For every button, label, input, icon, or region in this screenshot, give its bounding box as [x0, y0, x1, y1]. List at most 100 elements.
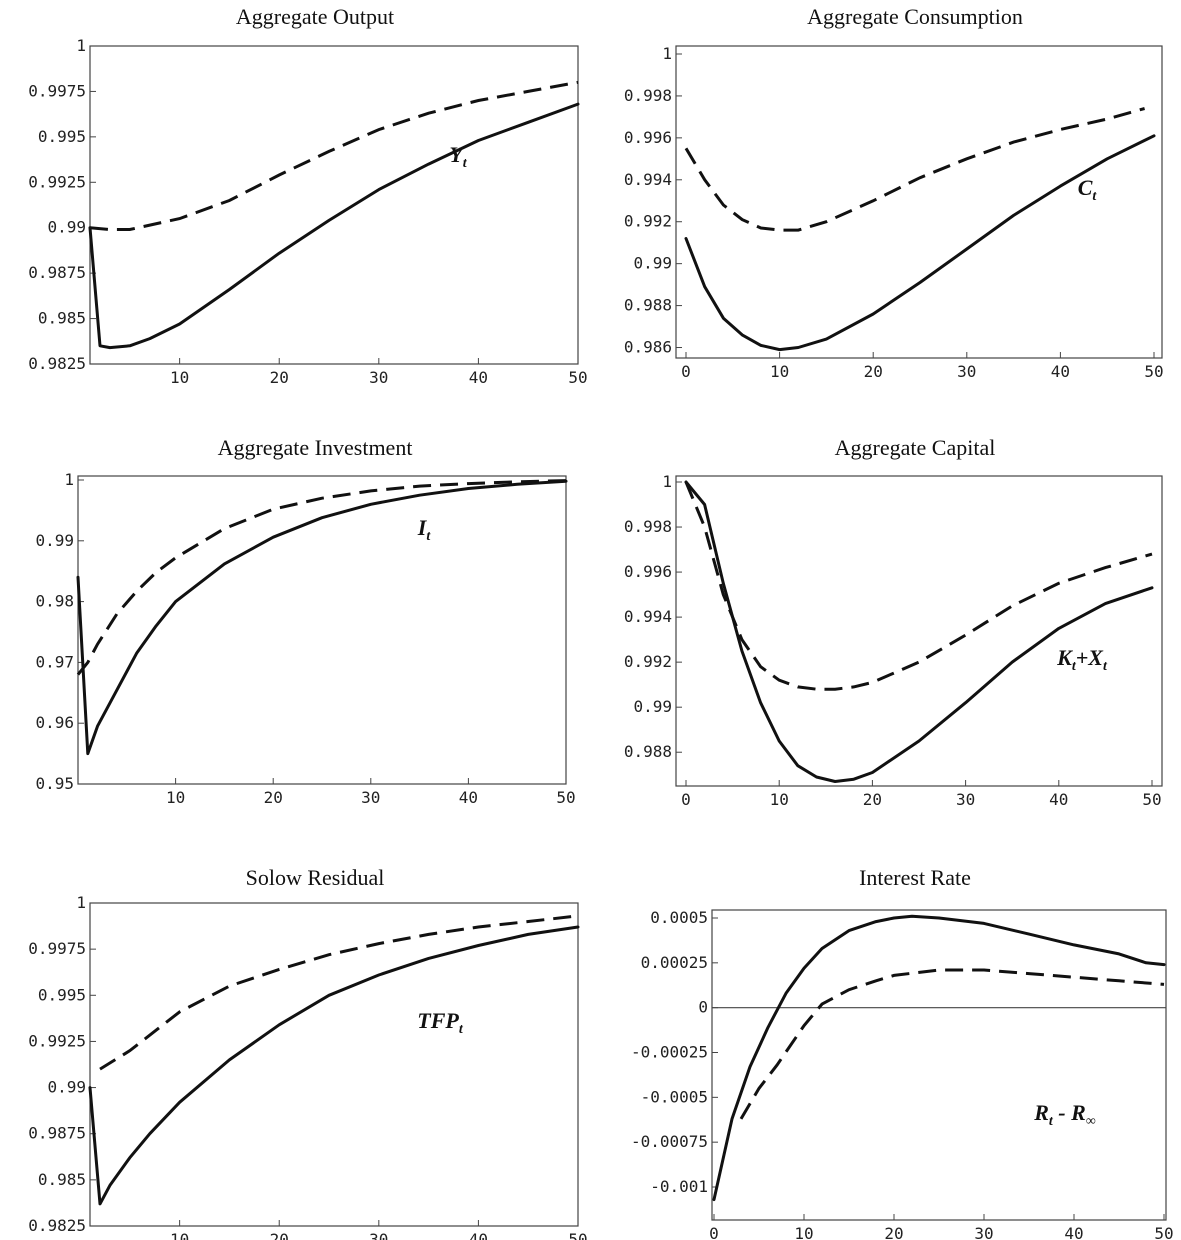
- series-line-solid: [684, 480, 1154, 783]
- x-tick-label: 10: [166, 788, 185, 807]
- x-tick-label: 40: [459, 788, 478, 807]
- y-tick-label: 0.99: [47, 1078, 86, 1097]
- y-tick-label: 0.00025: [641, 953, 708, 972]
- y-tick-label: 0.96: [35, 713, 74, 732]
- y-tick-label: 0.9975: [28, 939, 86, 958]
- y-tick-label: 0.99: [47, 218, 86, 237]
- y-tick-label: -0.00075: [631, 1132, 708, 1151]
- series-line-dashed: [76, 479, 567, 676]
- y-tick-label: 0.994: [624, 607, 672, 626]
- x-tick-label: 20: [270, 1230, 289, 1240]
- x-tick-label: 50: [568, 368, 587, 387]
- series-annotation: Yt: [449, 142, 467, 171]
- x-tick-label: 50: [1142, 790, 1161, 809]
- x-tick-label: 30: [956, 790, 975, 809]
- x-tick-label: 20: [884, 1224, 903, 1240]
- x-tick-label: 30: [957, 362, 976, 381]
- x-tick-label: 20: [264, 788, 283, 807]
- chart-panel-6: Interest Rate 0.0005 0.00025 0 -0.00025 -0.00…: [631, 865, 1174, 1240]
- y-tick-label: 0.992: [624, 652, 672, 671]
- series-annotation: Kt+Xt: [1056, 645, 1108, 674]
- y-tick-label: -0.001: [650, 1177, 708, 1196]
- y-tick-label: 0.988: [624, 742, 672, 761]
- x-tick-label: 20: [270, 368, 289, 387]
- x-tick-label: 50: [1154, 1224, 1173, 1240]
- series-line-dashed: [99, 914, 579, 1071]
- y-tick-label: 0.99: [633, 697, 672, 716]
- series-line-dashed: [684, 481, 1153, 691]
- chart-title: Interest Rate: [859, 865, 971, 890]
- y-tick-label: 0.97: [35, 652, 74, 671]
- y-tick-label: 0.995: [38, 127, 86, 146]
- series-annotation: It: [417, 515, 432, 544]
- y-tick-label: -0.0005: [641, 1087, 708, 1106]
- series-line-solid: [76, 479, 568, 756]
- y-tick-label: 0.996: [624, 562, 672, 581]
- y-tick-label: 0.998: [624, 86, 672, 105]
- y-tick-label: 0.0005: [650, 908, 708, 927]
- chart-title: Aggregate Investment: [218, 435, 413, 460]
- series-annotation: Ct: [1078, 175, 1098, 204]
- plot-frame: [675, 45, 1163, 359]
- y-tick-label: 0.996: [624, 128, 672, 147]
- series-line-solid: [712, 914, 1166, 1202]
- y-tick-label: 1: [64, 470, 74, 489]
- chart-panel-2: Aggregate Consumption 1 0.998 0.996 0.994 0.9…: [624, 4, 1164, 381]
- x-tick-label: 30: [361, 788, 380, 807]
- chart-title: Solow Residual: [246, 865, 385, 890]
- y-tick-label: 0.985: [38, 309, 86, 328]
- series-line-solid: [88, 925, 580, 1206]
- y-tick-label: 0.995: [38, 985, 86, 1004]
- chart-panel-5: Solow Residual 1 0.9975 0.995 0.9925 0.99 0.98…: [28, 865, 587, 1240]
- x-tick-label: 40: [469, 1230, 488, 1240]
- x-tick-label: 0: [681, 362, 691, 381]
- y-tick-label: 0.9925: [28, 172, 86, 191]
- x-tick-label: 10: [770, 362, 789, 381]
- y-tick-label: 0.9825: [28, 1216, 86, 1235]
- x-tick-label: 20: [864, 362, 883, 381]
- y-tick-label: 0.9975: [28, 81, 86, 100]
- x-tick-label: 30: [369, 368, 388, 387]
- y-tick-label: -0.00025: [631, 1043, 708, 1062]
- y-tick-label: 0.99: [35, 531, 74, 550]
- plot-frame: [711, 909, 1167, 1221]
- chart-title: Aggregate Output: [236, 4, 394, 29]
- x-tick-label: 10: [170, 368, 189, 387]
- x-tick-label: 40: [1051, 362, 1070, 381]
- plot-frame: [89, 902, 579, 1227]
- chart-title: Aggregate Consumption: [807, 4, 1023, 29]
- plot-frame: [89, 45, 579, 365]
- y-tick-label: 1: [662, 44, 672, 63]
- y-tick-label: 1: [76, 36, 86, 55]
- y-tick-label: 0.98: [35, 592, 74, 611]
- x-tick-label: 50: [568, 1230, 587, 1240]
- y-tick-label: 1: [76, 893, 86, 912]
- y-tick-label: 0.985: [38, 1170, 86, 1189]
- y-tick-label: 0.9925: [28, 1031, 86, 1050]
- x-tick-label: 0: [681, 790, 691, 809]
- series-annotation: Rt - R∞: [1033, 1100, 1096, 1129]
- y-tick-label: 0.9875: [28, 263, 86, 282]
- y-tick-label: 0.9875: [28, 1124, 86, 1143]
- y-tick-label: 0.99: [633, 254, 672, 273]
- x-tick-label: 40: [1064, 1224, 1083, 1240]
- series-annotation: TFPt: [417, 1008, 464, 1037]
- series-line-solid: [684, 134, 1156, 352]
- y-tick-label: 0.998: [624, 517, 672, 536]
- x-tick-label: 40: [1049, 790, 1068, 809]
- series-line-dashed: [739, 968, 1165, 1120]
- y-tick-label: 0.992: [624, 212, 672, 231]
- x-tick-label: 0: [709, 1224, 719, 1240]
- y-tick-label: 0: [698, 998, 708, 1017]
- x-tick-label: 30: [974, 1224, 993, 1240]
- y-tick-label: 1: [662, 472, 672, 491]
- y-tick-label: 0.994: [624, 170, 672, 189]
- x-tick-label: 10: [170, 1230, 189, 1240]
- y-tick-label: 0.986: [624, 338, 672, 357]
- series-line-dashed: [684, 107, 1146, 232]
- x-tick-label: 10: [794, 1224, 813, 1240]
- plot-frame: [675, 475, 1163, 787]
- x-tick-label: 30: [369, 1230, 388, 1240]
- x-tick-label: 20: [863, 790, 882, 809]
